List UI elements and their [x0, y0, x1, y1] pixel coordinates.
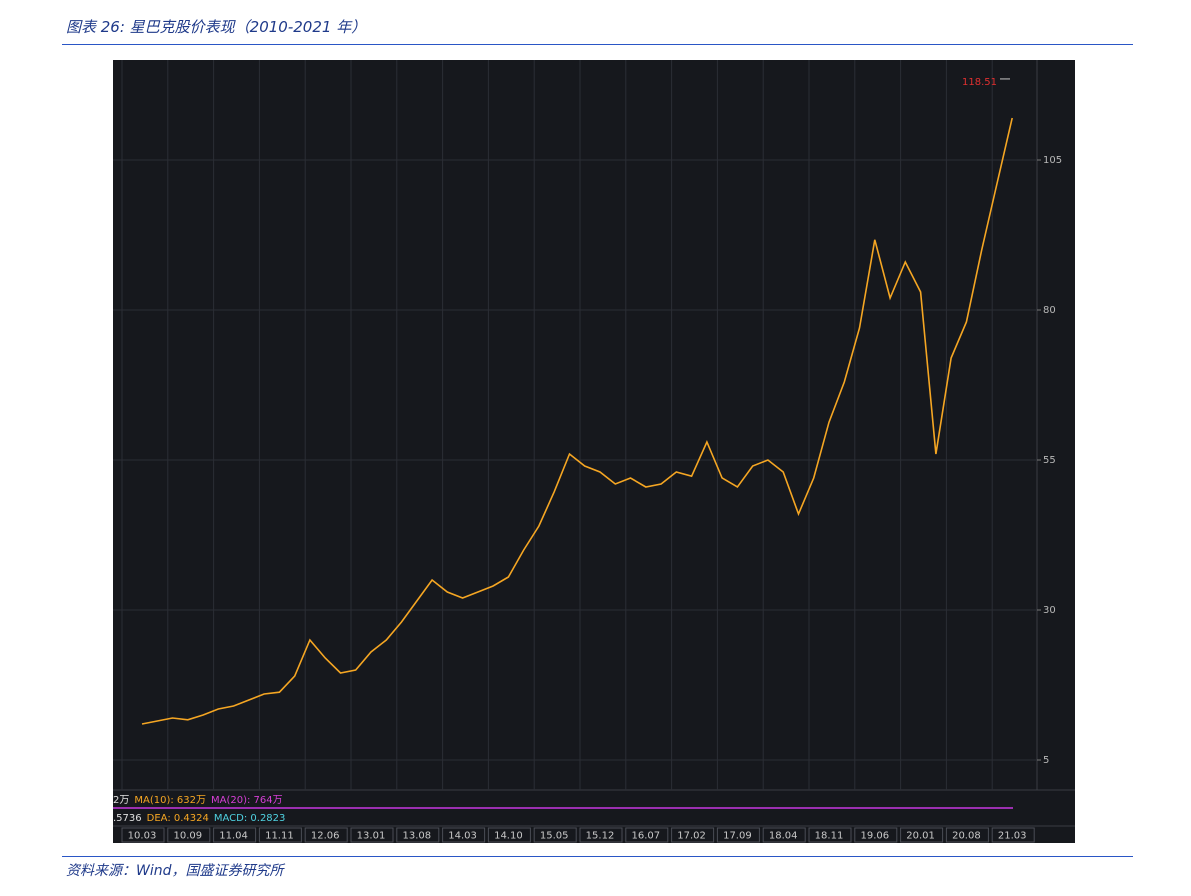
- x-tick-box: [442, 827, 486, 843]
- x-tick-box: [671, 827, 715, 843]
- x-tick-label: 13.01: [357, 831, 386, 842]
- x-tick-label: 17.02: [677, 831, 706, 842]
- indicator-label: 2万: [113, 795, 129, 806]
- x-tick-label: 10.09: [173, 831, 202, 842]
- footer-rule: [62, 856, 1133, 857]
- header-rule: [62, 44, 1133, 45]
- y-tick-label: 30: [1043, 605, 1056, 616]
- chart-background: [113, 60, 1075, 843]
- x-tick-label: 11.04: [219, 831, 248, 842]
- x-tick-label: 12.06: [311, 831, 340, 842]
- price-line: [141, 117, 1013, 725]
- y-tick-label: 105: [1043, 155, 1062, 166]
- y-tick-label: 80: [1043, 305, 1056, 316]
- indicator-label: MACD: 0.2823: [214, 813, 286, 824]
- y-tick-label: 55: [1043, 455, 1056, 466]
- x-tick-label: 14.03: [448, 831, 477, 842]
- indicator-label: DEA: 0.4324: [147, 813, 209, 824]
- x-tick-label: 15.05: [540, 831, 569, 842]
- x-tick-box: [396, 827, 440, 843]
- x-tick-box: [945, 827, 989, 843]
- indicator-label: .5736: [113, 813, 142, 824]
- x-tick-box: [533, 827, 577, 843]
- x-tick-box: [991, 827, 1035, 843]
- x-tick-label: 20.01: [906, 831, 935, 842]
- x-tick-label: 10.03: [128, 831, 157, 842]
- x-tick-label: 14.10: [494, 831, 523, 842]
- x-tick-box: [900, 827, 944, 843]
- x-tick-box: [487, 827, 531, 843]
- x-tick-label: 16.07: [631, 831, 660, 842]
- x-tick-box: [625, 827, 669, 843]
- x-tick-label: 20.08: [952, 831, 981, 842]
- x-tick-label: 18.04: [769, 831, 798, 842]
- x-tick-label: 13.08: [402, 831, 431, 842]
- x-tick-box: [762, 827, 806, 843]
- x-tick-box: [121, 827, 165, 843]
- x-tick-box: [258, 827, 302, 843]
- x-tick-label: 11.11: [265, 831, 294, 842]
- x-tick-label: 15.12: [586, 831, 615, 842]
- x-tick-box: [579, 827, 623, 843]
- x-tick-box: [808, 827, 852, 843]
- x-tick-label: 17.09: [723, 831, 752, 842]
- figure-title: 图表 26: 星巴克股价表现（2010-2021 年）: [66, 18, 367, 36]
- x-tick-box: [213, 827, 257, 843]
- indicator-label: MA(10): 632万: [134, 795, 206, 806]
- x-tick-label: 19.06: [860, 831, 889, 842]
- indicator-label: MA(20): 764万: [211, 795, 283, 806]
- x-tick-box: [304, 827, 348, 843]
- y-tick-label: 5: [1043, 755, 1049, 766]
- x-tick-box: [350, 827, 394, 843]
- max-label: 118.51: [962, 77, 997, 88]
- x-tick-label: 18.11: [815, 831, 844, 842]
- x-tick-box: [716, 827, 760, 843]
- x-tick-box: [854, 827, 898, 843]
- source-note: 资料来源：Wind，国盛证券研究所: [66, 863, 284, 879]
- x-tick-label: 21.03: [998, 831, 1027, 842]
- x-tick-box: [167, 827, 211, 843]
